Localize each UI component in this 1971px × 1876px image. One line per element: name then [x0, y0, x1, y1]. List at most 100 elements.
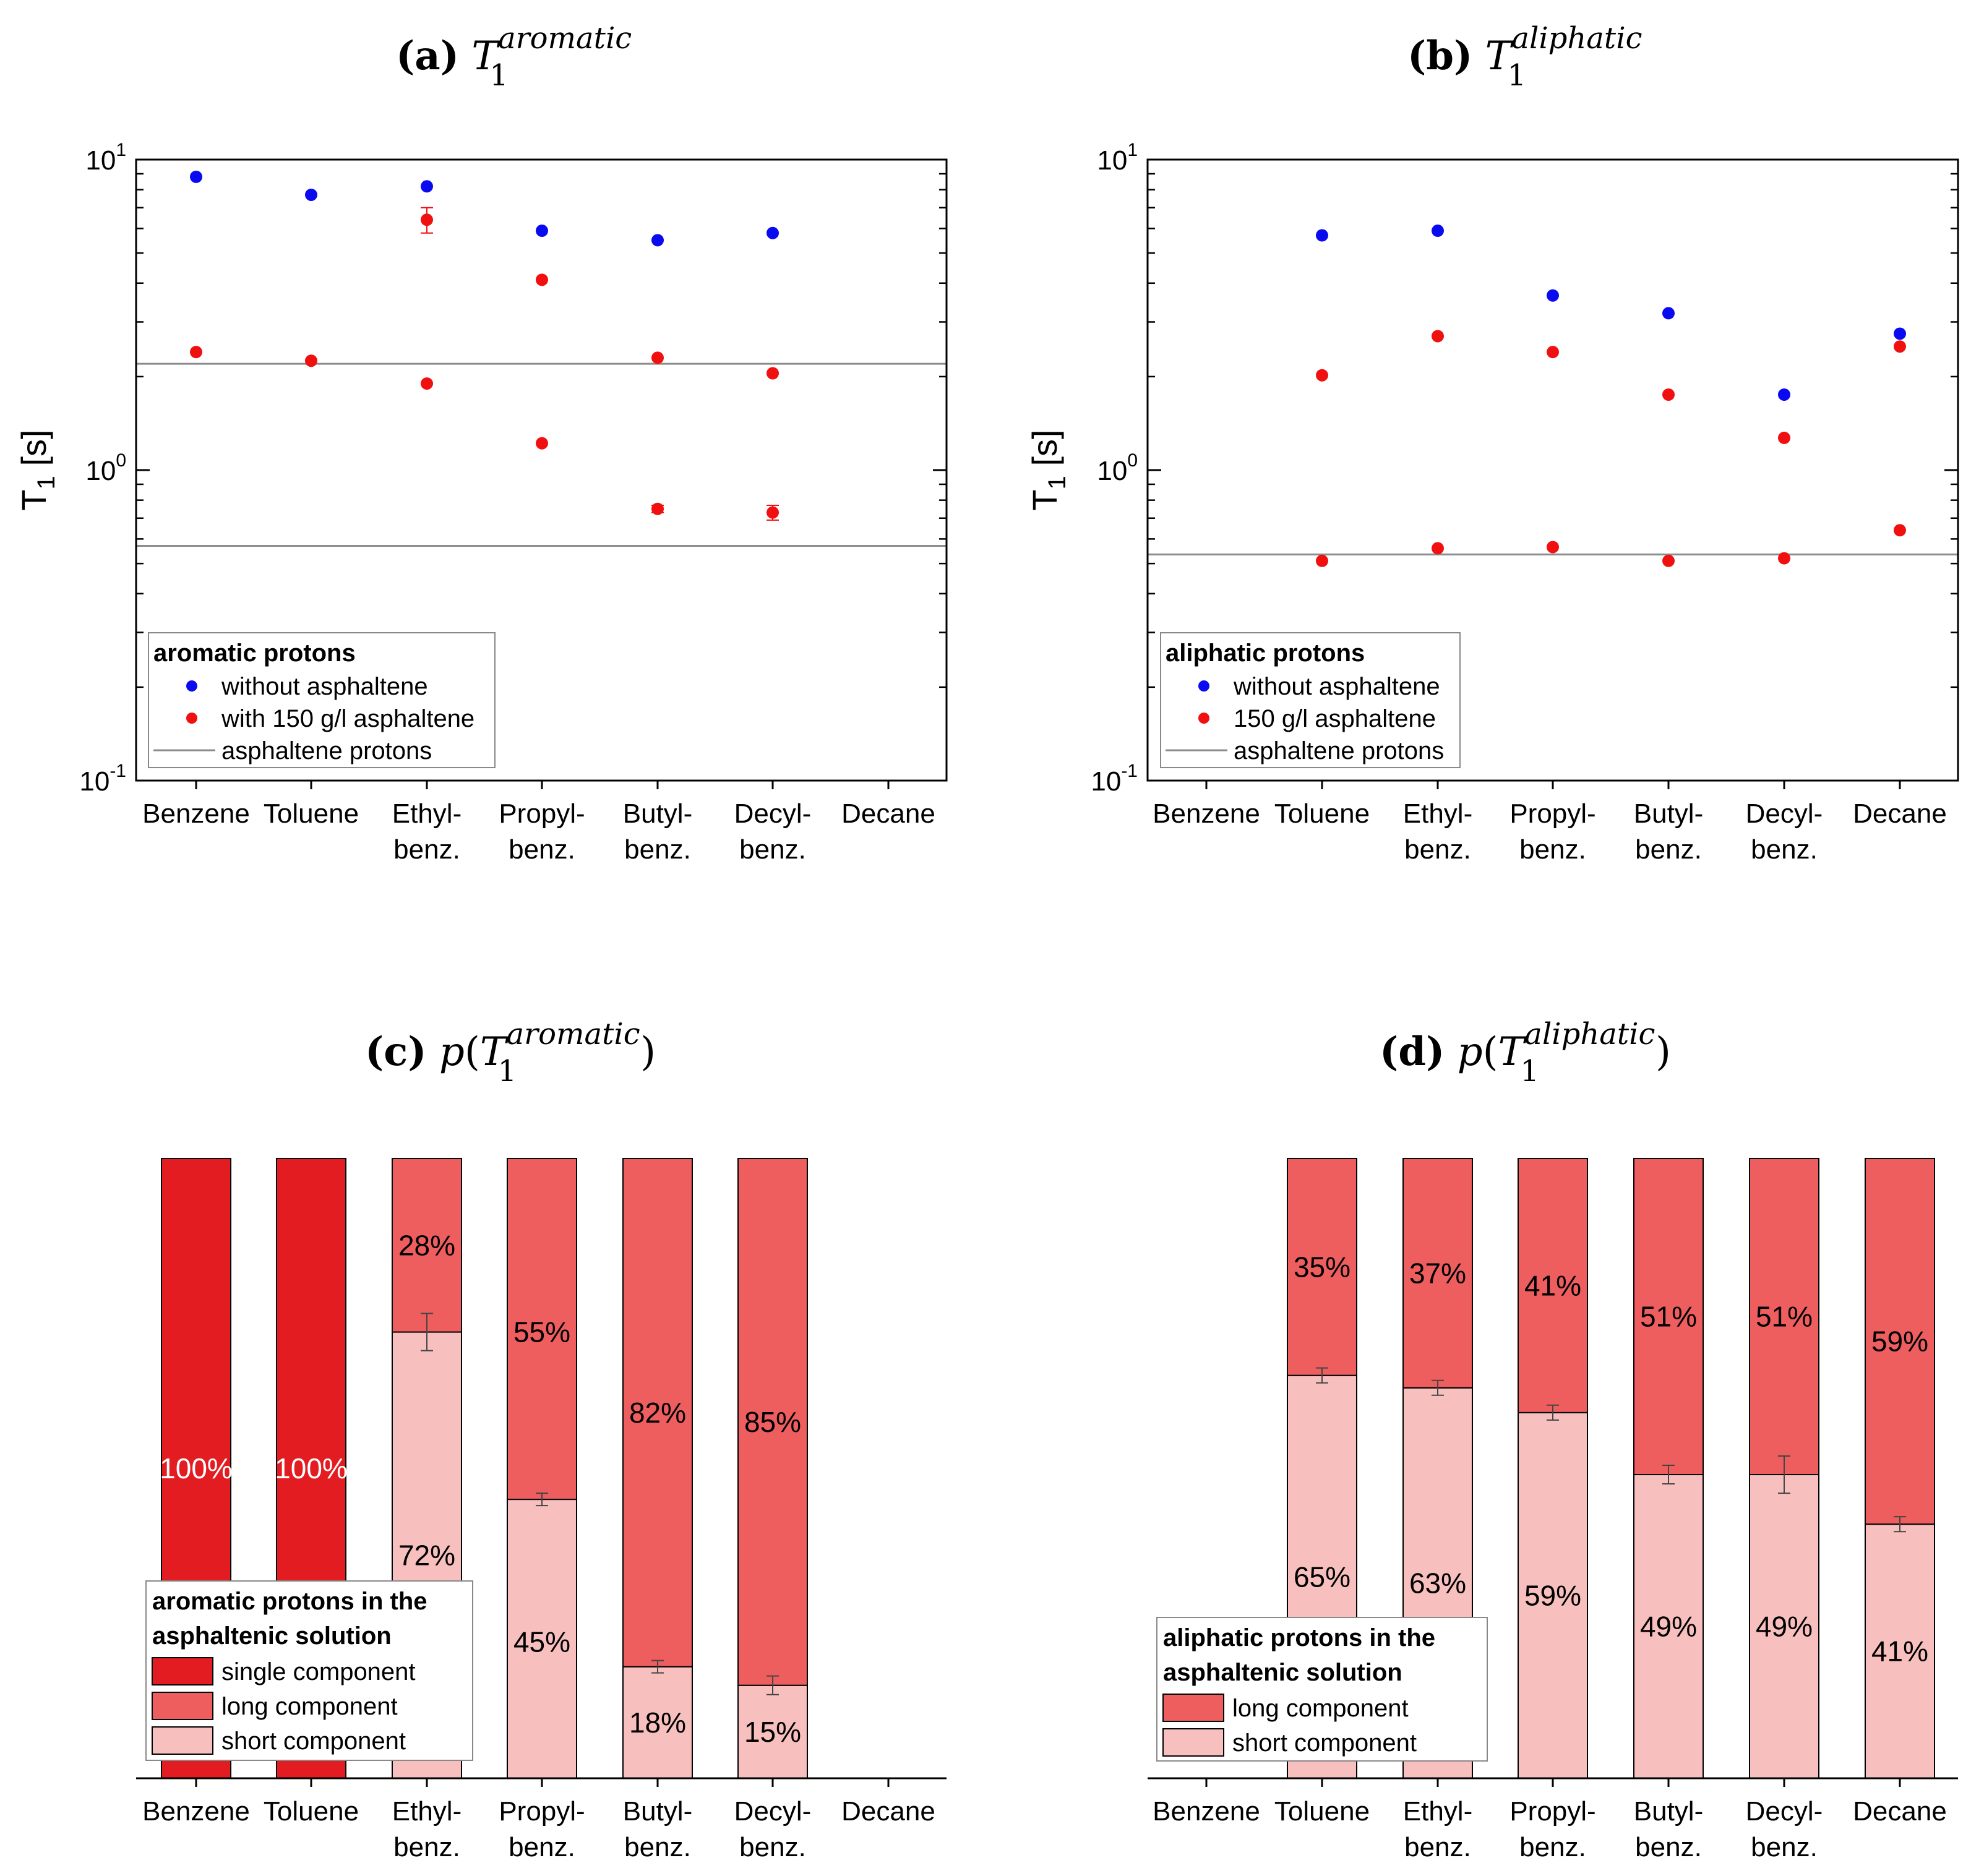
data-point-b-s2-5: [1778, 552, 1790, 565]
data-point-a-s1-3: [536, 273, 548, 286]
legend-title-1-d: asphaltenic solution: [1163, 1659, 1402, 1686]
ylabel-b: T1 [s]: [1025, 429, 1071, 510]
y-tick-label-b-1: 100: [1097, 450, 1138, 486]
data-point-a-s1-4: [651, 351, 664, 364]
data-point-b-s0-6: [1894, 327, 1906, 340]
bar-long-c-4: [622, 1158, 693, 1668]
data-point-a-s2-2: [421, 377, 433, 390]
x-tick-label-d-2-0: Ethyl-: [1403, 1796, 1472, 1827]
x-tick-label-d-1-0: Toluene: [1274, 1796, 1370, 1827]
y-tick-label-b-2: 10-1: [1091, 761, 1138, 797]
x-tick-label-d-3-0: Propyl-: [1509, 1796, 1595, 1827]
x-tick-label-a-0-0: Benzene: [142, 799, 250, 829]
legend-box-b: [1160, 632, 1461, 768]
percent-label-d-0: 35%: [1294, 1251, 1350, 1283]
percent-label-c-1: 100%: [275, 1452, 348, 1484]
x-tick-label-d-4-0: Butyl-: [1634, 1796, 1703, 1827]
y-tick-base: 10: [85, 456, 116, 486]
data-point-b-s2-2: [1432, 542, 1444, 555]
bar-long-d-3: [1518, 1158, 1588, 1413]
percent-label-d-6: 51%: [1640, 1301, 1697, 1333]
x-tick-label-b-4-0: Butyl-: [1634, 799, 1703, 829]
legend-marker-red-b: [1198, 713, 1209, 724]
percent-label-c-8: 85%: [744, 1406, 801, 1438]
y-tick-exp: -1: [1121, 761, 1138, 781]
legend-title-0-d: aliphatic protons in the: [1163, 1624, 1435, 1651]
x-tick-label-d-6-0: Decane: [1853, 1796, 1947, 1827]
data-point-b-s1-4: [1662, 388, 1675, 401]
data-point-a-s1-1: [305, 354, 317, 367]
y-tick-exp: 1: [116, 140, 126, 160]
data-point-a-s1-0: [190, 346, 202, 359]
x-tick-label-c-4-0: Butyl-: [623, 1796, 692, 1827]
legend-swatch-d-1: [1162, 1728, 1224, 1757]
bar-long-c-2: [392, 1158, 462, 1333]
data-point-b-s2-3: [1547, 541, 1559, 554]
data-point-a-s0-0: [190, 170, 202, 183]
y-tick-exp: 0: [1127, 450, 1138, 471]
legend-marker-red-a: [186, 713, 197, 724]
bar-short-d-5: [1749, 1474, 1819, 1780]
y-tick-label-a-1: 100: [85, 450, 126, 486]
y-tick-label-a-0: 101: [85, 140, 126, 176]
legend-entry-d-0: long component: [1232, 1695, 1409, 1722]
legend-box-a: [148, 632, 496, 768]
x-tick-label-a-6-0: Decane: [841, 799, 935, 829]
percent-label-d-5: 59%: [1524, 1579, 1581, 1611]
percent-label-c-5: 45%: [513, 1626, 570, 1658]
data-point-a-s0-5: [766, 226, 779, 239]
x-tick-label-a-4-1: benz.: [624, 834, 691, 865]
data-point-a-s0-2: [421, 180, 433, 193]
data-point-b-s1-5: [1778, 431, 1790, 444]
data-point-b-s1-1: [1316, 369, 1328, 382]
x-tick-label-c-3-1: benz.: [509, 1832, 575, 1862]
percent-label-d-3: 63%: [1409, 1567, 1466, 1599]
y-tick-exp: 0: [116, 450, 126, 471]
x-tick-label-d-4-1: benz.: [1635, 1832, 1702, 1862]
x-tick-label-b-4-1: benz.: [1635, 834, 1702, 865]
x-tick-label-c-0-0: Benzene: [142, 1796, 250, 1827]
x-tick-label-c-4-1: benz.: [624, 1832, 691, 1862]
data-point-b-s0-5: [1778, 388, 1790, 401]
legend-title-1-c: asphaltenic solution: [152, 1622, 392, 1650]
title-c: (c) p(Taromatic 1): [365, 1017, 656, 1089]
legend-entry-0-a: without asphaltene: [221, 673, 428, 700]
bar-short-c-5: [737, 1684, 808, 1779]
percent-label-c-0: 100%: [160, 1452, 233, 1484]
x-tick-label-c-5-0: Decyl-: [734, 1796, 812, 1827]
data-point-b-s1-3: [1547, 346, 1559, 359]
y-tick-base: 10: [79, 766, 110, 797]
data-point-b-s2-6: [1894, 524, 1906, 537]
x-tick-label-b-6-0: Decane: [1853, 799, 1947, 829]
y-tick-base: 10: [1097, 145, 1127, 176]
x-tick-label-b-3-1: benz.: [1519, 834, 1586, 865]
legend-title-b: aliphatic protons: [1166, 640, 1365, 667]
x-tick-label-a-3-0: Propyl-: [499, 799, 585, 829]
title-a: (a) Taromatic 1: [396, 21, 632, 93]
legend-title-a: aromatic protons: [153, 640, 356, 667]
bar-short-c-3: [507, 1499, 577, 1780]
panel-d: 35% 65% 37% 63% 41% 59% 51% 49% 51% 49% 59% 41% Benz…: [1148, 1158, 1958, 1862]
x-tick-label-d-3-1: benz.: [1519, 1832, 1586, 1862]
x-tick-label-b-2-1: benz.: [1404, 834, 1471, 865]
x-tick-label-a-2-1: benz.: [393, 834, 460, 865]
percent-label-d-7: 49%: [1640, 1611, 1697, 1643]
x-tick-label-b-3-0: Propyl-: [1509, 799, 1595, 829]
x-tick-label-a-5-1: benz.: [739, 834, 806, 865]
percent-label-d-8: 51%: [1756, 1301, 1813, 1333]
percent-label-c-2: 28%: [398, 1229, 455, 1261]
percent-label-d-10: 59%: [1871, 1326, 1928, 1358]
data-point-a-s0-4: [651, 234, 664, 247]
x-tick-label-d-0-0: Benzene: [1153, 1796, 1260, 1827]
legend-entry-d-1: short component: [1232, 1729, 1417, 1757]
x-tick-label-a-1-0: Toluene: [264, 799, 359, 829]
percent-label-c-3: 72%: [398, 1539, 455, 1571]
percent-label-d-9: 49%: [1756, 1611, 1813, 1643]
x-tick-label-d-5-1: benz.: [1751, 1832, 1818, 1862]
data-point-b-s1-6: [1894, 340, 1906, 353]
data-point-b-s0-2: [1432, 225, 1444, 238]
legend-entry-1-a: with 150 g/l asphaltene: [221, 705, 474, 732]
